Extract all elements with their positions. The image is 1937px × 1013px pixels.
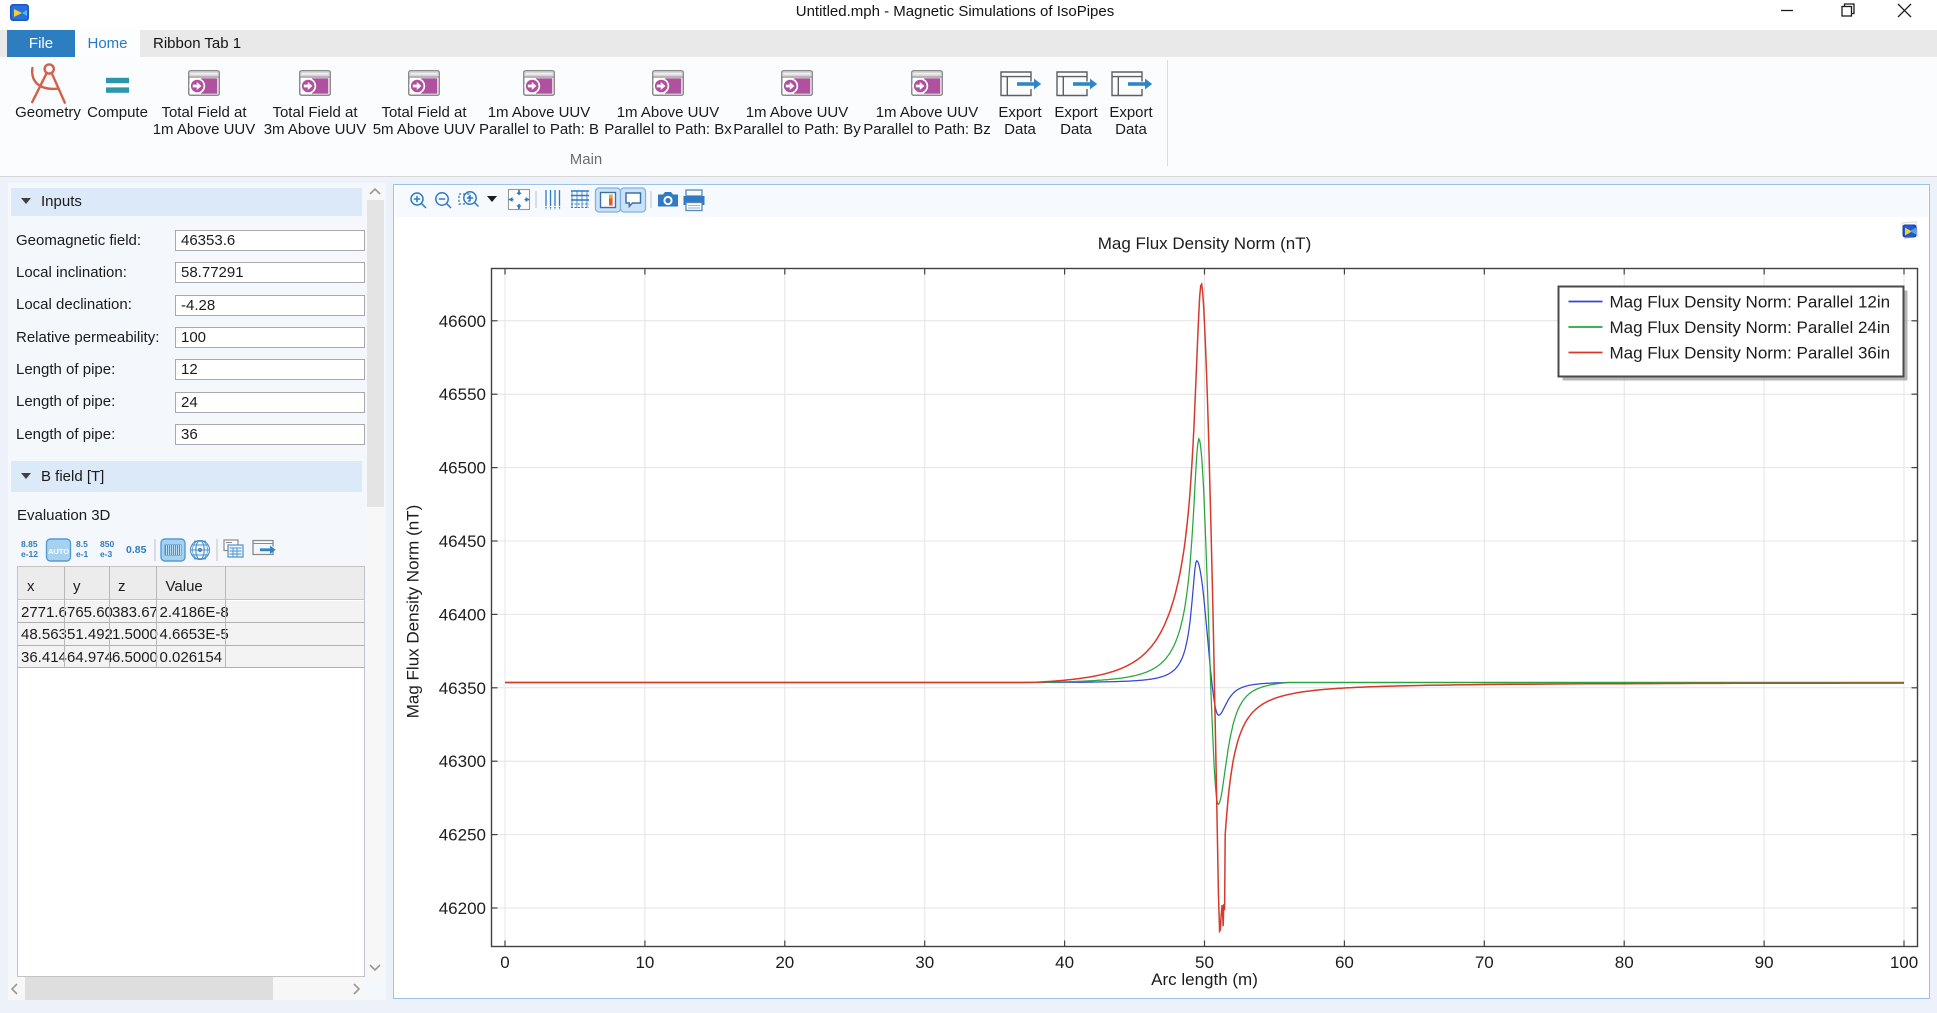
svg-text:46500: 46500 bbox=[439, 459, 486, 478]
svg-text:0.85: 0.85 bbox=[126, 544, 147, 556]
svg-text:e-1: e-1 bbox=[76, 549, 89, 559]
svg-text:e-3: e-3 bbox=[100, 549, 113, 559]
svg-text:46200: 46200 bbox=[439, 899, 486, 918]
svg-text:46400: 46400 bbox=[439, 605, 486, 624]
svg-text:Mag Flux Density Norm: Paralle: Mag Flux Density Norm: Parallel 24in bbox=[1610, 318, 1891, 337]
svg-text:Mag Flux Density Norm: Paralle: Mag Flux Density Norm: Parallel 12in bbox=[1610, 293, 1891, 312]
svg-text:8.5: 8.5 bbox=[76, 539, 88, 549]
svg-text:Arc length (m): Arc length (m) bbox=[1151, 970, 1258, 989]
svg-text:46300: 46300 bbox=[439, 752, 486, 771]
svg-text:70: 70 bbox=[1475, 953, 1494, 972]
svg-text:20: 20 bbox=[775, 953, 794, 972]
svg-text:46550: 46550 bbox=[439, 385, 486, 404]
svg-text:46250: 46250 bbox=[439, 826, 486, 845]
svg-text:Mag Flux Density Norm (nT): Mag Flux Density Norm (nT) bbox=[404, 505, 423, 718]
svg-text:8.85: 8.85 bbox=[21, 539, 38, 549]
svg-text:46350: 46350 bbox=[439, 679, 486, 698]
svg-text:80: 80 bbox=[1615, 953, 1634, 972]
svg-text:30: 30 bbox=[915, 953, 934, 972]
svg-text:60: 60 bbox=[1335, 953, 1354, 972]
svg-text:46450: 46450 bbox=[439, 532, 486, 551]
svg-text:40: 40 bbox=[1055, 953, 1074, 972]
svg-text:10: 10 bbox=[635, 953, 654, 972]
svg-text:850: 850 bbox=[100, 539, 114, 549]
svg-text:AUTO: AUTO bbox=[48, 547, 69, 556]
svg-text:e-12: e-12 bbox=[21, 549, 38, 559]
svg-text:Mag Flux Density Norm (nT): Mag Flux Density Norm (nT) bbox=[1098, 234, 1311, 253]
svg-text:50: 50 bbox=[1195, 953, 1214, 972]
svg-text:90: 90 bbox=[1755, 953, 1774, 972]
svg-text:Mag Flux Density Norm: Paralle: Mag Flux Density Norm: Parallel 36in bbox=[1610, 344, 1891, 363]
svg-text:100: 100 bbox=[1890, 953, 1918, 972]
svg-text:46600: 46600 bbox=[439, 312, 486, 331]
svg-text:0: 0 bbox=[500, 953, 509, 972]
